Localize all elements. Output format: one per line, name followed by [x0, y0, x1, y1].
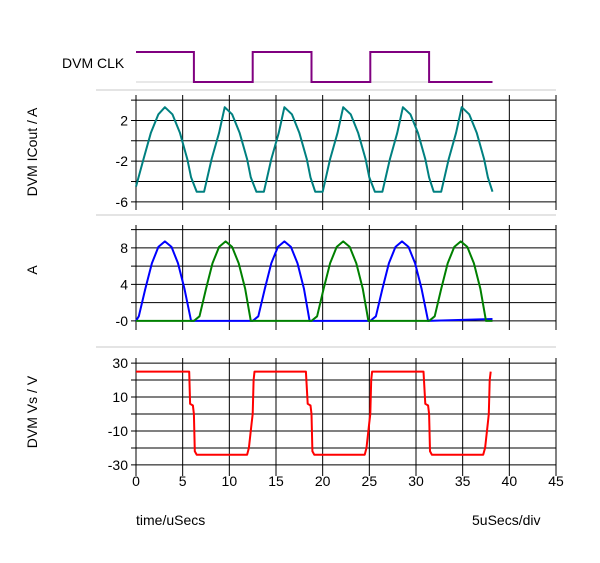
panel-4-ylabel: DVM Vs / V: [24, 375, 40, 448]
panel-2-ytick-label: -2: [116, 153, 129, 169]
panel-4-xtick-label: 5: [179, 473, 187, 489]
panel-4-xtick-label: 20: [315, 473, 331, 489]
panel-3-series-1: [135, 240, 493, 322]
panel-4-xtick-label: 15: [268, 473, 284, 489]
panel-3-ytick-label: 4: [120, 276, 128, 292]
panel-3-ytick-label: 8: [120, 240, 128, 256]
panel-4-xtick-label: 25: [362, 473, 378, 489]
panel-2-ylabel: DVM ICout / A: [24, 107, 40, 196]
panel-4-ytick-label: 30: [112, 355, 128, 371]
panel-4-ytick-label: -10: [108, 423, 128, 439]
panel-4-xtick-label: 10: [222, 473, 238, 489]
panel-1-series-clk: [136, 51, 493, 83]
panel-4-ytick-label: 10: [112, 389, 128, 405]
panel-4-xtick-label: 30: [408, 473, 424, 489]
panel-4-xtick-label: 40: [502, 473, 518, 489]
panel-3-ylabel: A: [24, 265, 40, 275]
panel-1-label: DVM CLK: [62, 55, 125, 71]
time-axis-label: time/uSecs: [136, 512, 206, 528]
panel-3-ytick-label: -0: [116, 313, 129, 329]
panel-2-series-1: [135, 106, 494, 193]
panel-2-ytick-label: -6: [116, 194, 129, 210]
panel-4-xtick-label: 0: [132, 473, 140, 489]
panel-4-series-1: [136, 370, 492, 456]
panel-3-series-2: [136, 240, 493, 322]
panel-2-ytick-label: 2: [120, 112, 128, 128]
panel-4-xtick-label: 45: [548, 473, 564, 489]
panel-4-ytick-label: -30: [108, 457, 128, 473]
panel-4-xtick-label: 35: [455, 473, 471, 489]
time-scale-label: 5uSecs/div: [472, 512, 541, 528]
